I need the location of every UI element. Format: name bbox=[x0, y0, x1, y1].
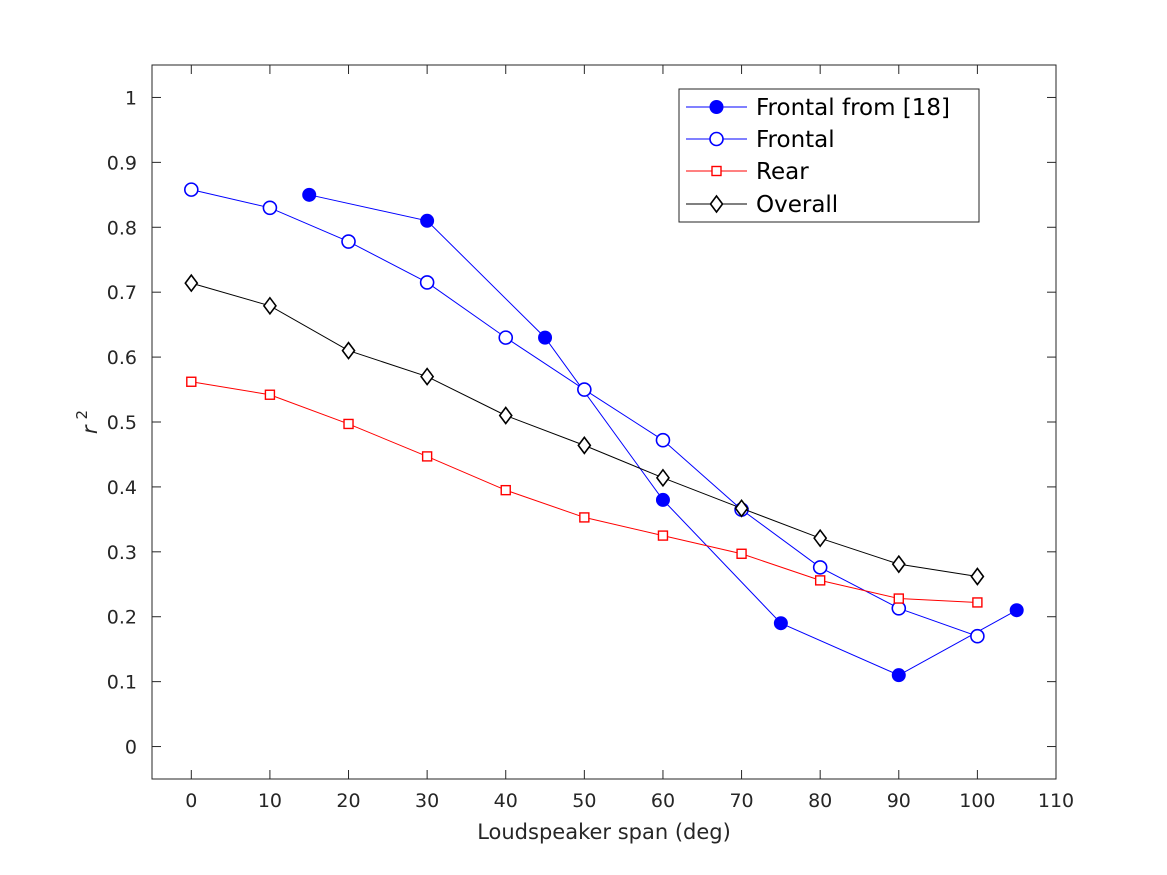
x-tick-label: 0 bbox=[185, 790, 197, 812]
data-point bbox=[498, 330, 514, 345]
data-point bbox=[970, 567, 985, 586]
y-tick-label: 0.6 bbox=[107, 347, 137, 369]
data-point bbox=[184, 182, 199, 197]
y-axis-title-superscript: 2 bbox=[73, 410, 91, 420]
data-point bbox=[655, 468, 670, 488]
data-point bbox=[657, 530, 669, 541]
legend-marker bbox=[709, 100, 724, 114]
legend-label: Frontal bbox=[756, 127, 835, 153]
x-tick-label: 60 bbox=[651, 790, 675, 812]
data-point bbox=[500, 484, 511, 496]
x-tick-label: 90 bbox=[887, 790, 911, 812]
x-tick-label: 100 bbox=[959, 790, 995, 812]
data-point bbox=[891, 668, 906, 683]
data-point bbox=[343, 418, 354, 430]
legend-entry: Rear bbox=[686, 159, 809, 185]
data-point bbox=[538, 330, 553, 345]
data-point bbox=[736, 548, 747, 559]
series-frontal-from-18 bbox=[302, 187, 1024, 683]
legend-entry: Frontal from [18] bbox=[686, 95, 950, 121]
y-tick-label: 0.5 bbox=[107, 412, 137, 434]
data-point bbox=[891, 554, 906, 574]
legend-marker bbox=[711, 165, 722, 177]
y-tick-label: 0.9 bbox=[107, 152, 137, 174]
x-tick-label: 110 bbox=[1038, 790, 1074, 812]
x-tick-label: 20 bbox=[336, 790, 360, 812]
data-point bbox=[972, 597, 983, 608]
y-axis-title: r2 bbox=[73, 410, 102, 434]
data-point bbox=[813, 528, 828, 548]
legend-entry: Overall bbox=[686, 192, 838, 218]
legend-box bbox=[678, 88, 980, 223]
y-tick-label: 0 bbox=[125, 737, 137, 759]
data-point bbox=[970, 628, 985, 644]
x-tick-label: 10 bbox=[258, 790, 282, 812]
data-point bbox=[262, 296, 277, 316]
data-point bbox=[419, 275, 435, 290]
data-point bbox=[579, 512, 590, 523]
data-point bbox=[262, 200, 278, 216]
y-tick-label: 0.4 bbox=[107, 477, 137, 499]
data-point bbox=[812, 560, 828, 575]
x-tick-label: 80 bbox=[808, 790, 832, 812]
tick-labels: 0 10 20 30 40 50 60 70 80 90 100 110 0 0.1 0.2 0.3 0.4 0.… bbox=[107, 87, 1074, 812]
axis-ticks bbox=[152, 65, 1057, 779]
legend-marker bbox=[709, 194, 724, 214]
data-point bbox=[814, 575, 826, 586]
legend-marker bbox=[709, 131, 724, 147]
data-point bbox=[773, 616, 788, 631]
y-tick-label: 0.8 bbox=[107, 217, 137, 239]
x-tick-label: 70 bbox=[729, 790, 753, 812]
data-point bbox=[264, 389, 276, 400]
series-rear bbox=[186, 376, 983, 608]
data-point bbox=[302, 187, 317, 202]
data-point bbox=[1009, 603, 1024, 618]
data-point bbox=[420, 367, 435, 386]
legend-label: Frontal from [18] bbox=[756, 95, 950, 121]
svg-text:r2: r2 bbox=[73, 410, 102, 434]
x-tick-label: 40 bbox=[494, 790, 518, 812]
y-tick-label: 0.3 bbox=[107, 542, 137, 564]
x-tick-label: 30 bbox=[415, 790, 439, 812]
data-point bbox=[420, 213, 435, 228]
data-point bbox=[341, 234, 356, 249]
data-point bbox=[893, 593, 904, 604]
y-tick-label: 0.7 bbox=[107, 282, 137, 304]
data-point bbox=[655, 432, 671, 448]
data-point bbox=[184, 273, 199, 293]
data-point bbox=[186, 376, 197, 387]
x-tick-label: 50 bbox=[572, 790, 596, 812]
data-point bbox=[734, 498, 749, 518]
data-point bbox=[498, 406, 513, 425]
legend-entry: Frontal bbox=[686, 127, 835, 153]
y-axis-title-base: r bbox=[78, 424, 102, 434]
y-tick-label: 0.1 bbox=[107, 672, 137, 694]
legend: Frontal from [18] Frontal Rear Overall bbox=[678, 88, 980, 223]
data-point bbox=[655, 492, 670, 507]
legend-label: Overall bbox=[756, 192, 838, 218]
data-point bbox=[577, 436, 592, 455]
y-tick-label: 1 bbox=[125, 87, 137, 109]
data-point bbox=[577, 382, 592, 397]
y-tick-label: 0.2 bbox=[107, 607, 137, 629]
series-layer bbox=[184, 182, 1024, 683]
legend-label: Rear bbox=[756, 159, 809, 185]
data-point bbox=[341, 341, 356, 360]
data-point bbox=[421, 451, 433, 462]
series-overall bbox=[184, 273, 985, 586]
series-frontal bbox=[184, 182, 985, 644]
x-axis-title: Loudspeaker span (deg) bbox=[477, 820, 731, 844]
